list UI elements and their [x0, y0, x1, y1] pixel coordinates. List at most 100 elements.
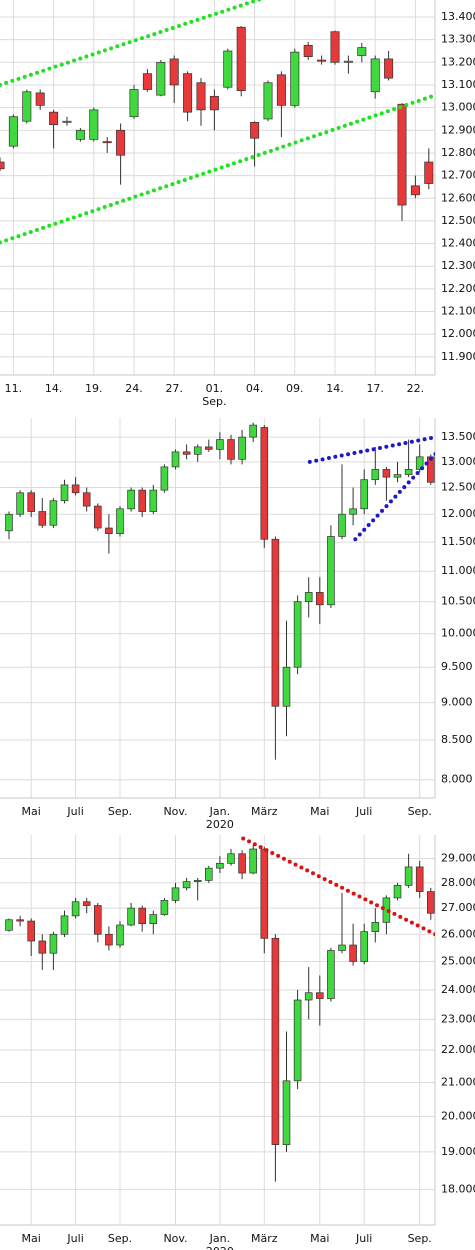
candle-body	[27, 920, 35, 942]
candle-body	[327, 950, 335, 999]
candle-body	[182, 881, 191, 889]
y-tick-label: 12.700	[441, 169, 475, 182]
candle-body	[316, 992, 324, 999]
plot	[0, 0, 435, 245]
candle-body	[127, 907, 135, 926]
candle-body	[171, 887, 180, 901]
y-tick-label: 24.000	[441, 983, 475, 996]
y-tick-label: 12.000	[441, 507, 475, 520]
y-tick-label: 12.200	[441, 282, 475, 295]
y-tick-label: 8.000	[441, 773, 473, 786]
candle-body	[236, 26, 246, 91]
trend-line	[0, 93, 435, 245]
y-tick-label: 12.600	[441, 191, 475, 204]
candle-body	[127, 489, 135, 510]
candle-body	[82, 492, 91, 507]
candle-body	[71, 901, 80, 917]
candle-body	[62, 120, 72, 123]
chart: 13.400 13.300 13.200 13.100 13.000 12.900 12.8…	[0, 0, 475, 408]
candle-body	[129, 89, 139, 118]
x-tick-label: Juli	[355, 1232, 372, 1245]
candle-body	[382, 469, 391, 478]
candle-body	[116, 129, 126, 156]
y-tick-label: 13.000	[441, 101, 475, 114]
candle-body	[116, 508, 124, 534]
x-tick-label: Sep.	[108, 805, 132, 818]
trend-line	[241, 836, 435, 937]
candle-body	[160, 900, 169, 915]
y-tick-label: 13.400	[441, 10, 475, 23]
candle-body	[60, 484, 69, 502]
candle-body	[338, 513, 346, 537]
candle-body	[360, 931, 368, 962]
candle-body	[71, 484, 80, 494]
x-tick-label: Nov.	[163, 1232, 187, 1245]
candle-body	[357, 47, 367, 56]
plot	[5, 422, 435, 760]
candle-body	[16, 919, 24, 922]
candle-body	[427, 891, 435, 914]
candle-body	[196, 82, 206, 111]
candle-body	[49, 500, 58, 526]
candle-body	[94, 505, 102, 529]
candle-body	[75, 129, 85, 140]
y-tick-label: 18.000	[441, 1182, 475, 1195]
candle-body	[183, 73, 193, 113]
candle-body	[238, 436, 246, 460]
x-tick-label: Juli	[66, 1232, 83, 1245]
candle-body	[415, 456, 424, 470]
x-tick-label: 09.	[286, 382, 304, 395]
candle-body	[22, 91, 32, 122]
candle-body	[327, 536, 335, 606]
x-tick-label: 22.	[407, 382, 425, 395]
y-tick-label: 12.400	[441, 237, 475, 250]
candle-body	[38, 511, 47, 526]
x-tick-label: Jan.	[209, 1232, 230, 1245]
candle-body	[193, 446, 202, 455]
trend-line	[0, 0, 265, 87]
x-tick-label: 14.	[326, 382, 344, 395]
candle-body	[35, 92, 45, 106]
y-tick-label: 10.500	[441, 595, 475, 608]
candle-body	[89, 109, 99, 140]
y-tick-label: 29.000	[441, 852, 475, 865]
candle-body	[250, 122, 260, 139]
candle-body	[371, 922, 380, 932]
candle-body	[404, 469, 413, 475]
candle-body	[227, 439, 235, 460]
candle-body	[415, 866, 424, 892]
candle-body	[209, 95, 219, 111]
x-tick-label: 01.	[206, 382, 224, 395]
trend-line	[307, 435, 435, 464]
candle-body	[304, 592, 313, 603]
candle-body	[205, 867, 213, 881]
candle-body	[227, 853, 235, 864]
candle-body	[238, 853, 246, 874]
candle-body	[282, 666, 291, 707]
candle-body	[105, 933, 113, 946]
candle-body	[8, 116, 18, 147]
y-tick-label: 13.100	[441, 78, 475, 91]
x-sublabel: Sep.	[202, 395, 226, 408]
candle-body	[169, 58, 179, 86]
x-sublabel: 2020	[206, 818, 234, 828]
candle-body	[293, 999, 302, 1082]
y-tick-label: 12.500	[441, 214, 475, 227]
y-tick-label: 13.000	[441, 455, 475, 468]
y-tick-label: 12.000	[441, 327, 475, 340]
x-tick-label: Mai	[310, 805, 329, 818]
y-tick-label: 8.500	[441, 733, 473, 746]
y-tick-label: 12.100	[441, 305, 475, 318]
candle-body	[94, 905, 102, 935]
y-tick-label: 9.000	[441, 696, 473, 709]
x-tick-label: Sep.	[408, 805, 432, 818]
candle-body	[182, 451, 191, 455]
y-tick-label: 10.000	[441, 627, 475, 640]
candle-body	[171, 451, 180, 468]
candle-body	[205, 446, 213, 450]
candle-body	[149, 914, 158, 925]
candle-body	[304, 992, 313, 1001]
y-tick-label: 11.500	[441, 535, 475, 548]
candle-body	[102, 141, 112, 144]
candle-body	[371, 469, 380, 481]
